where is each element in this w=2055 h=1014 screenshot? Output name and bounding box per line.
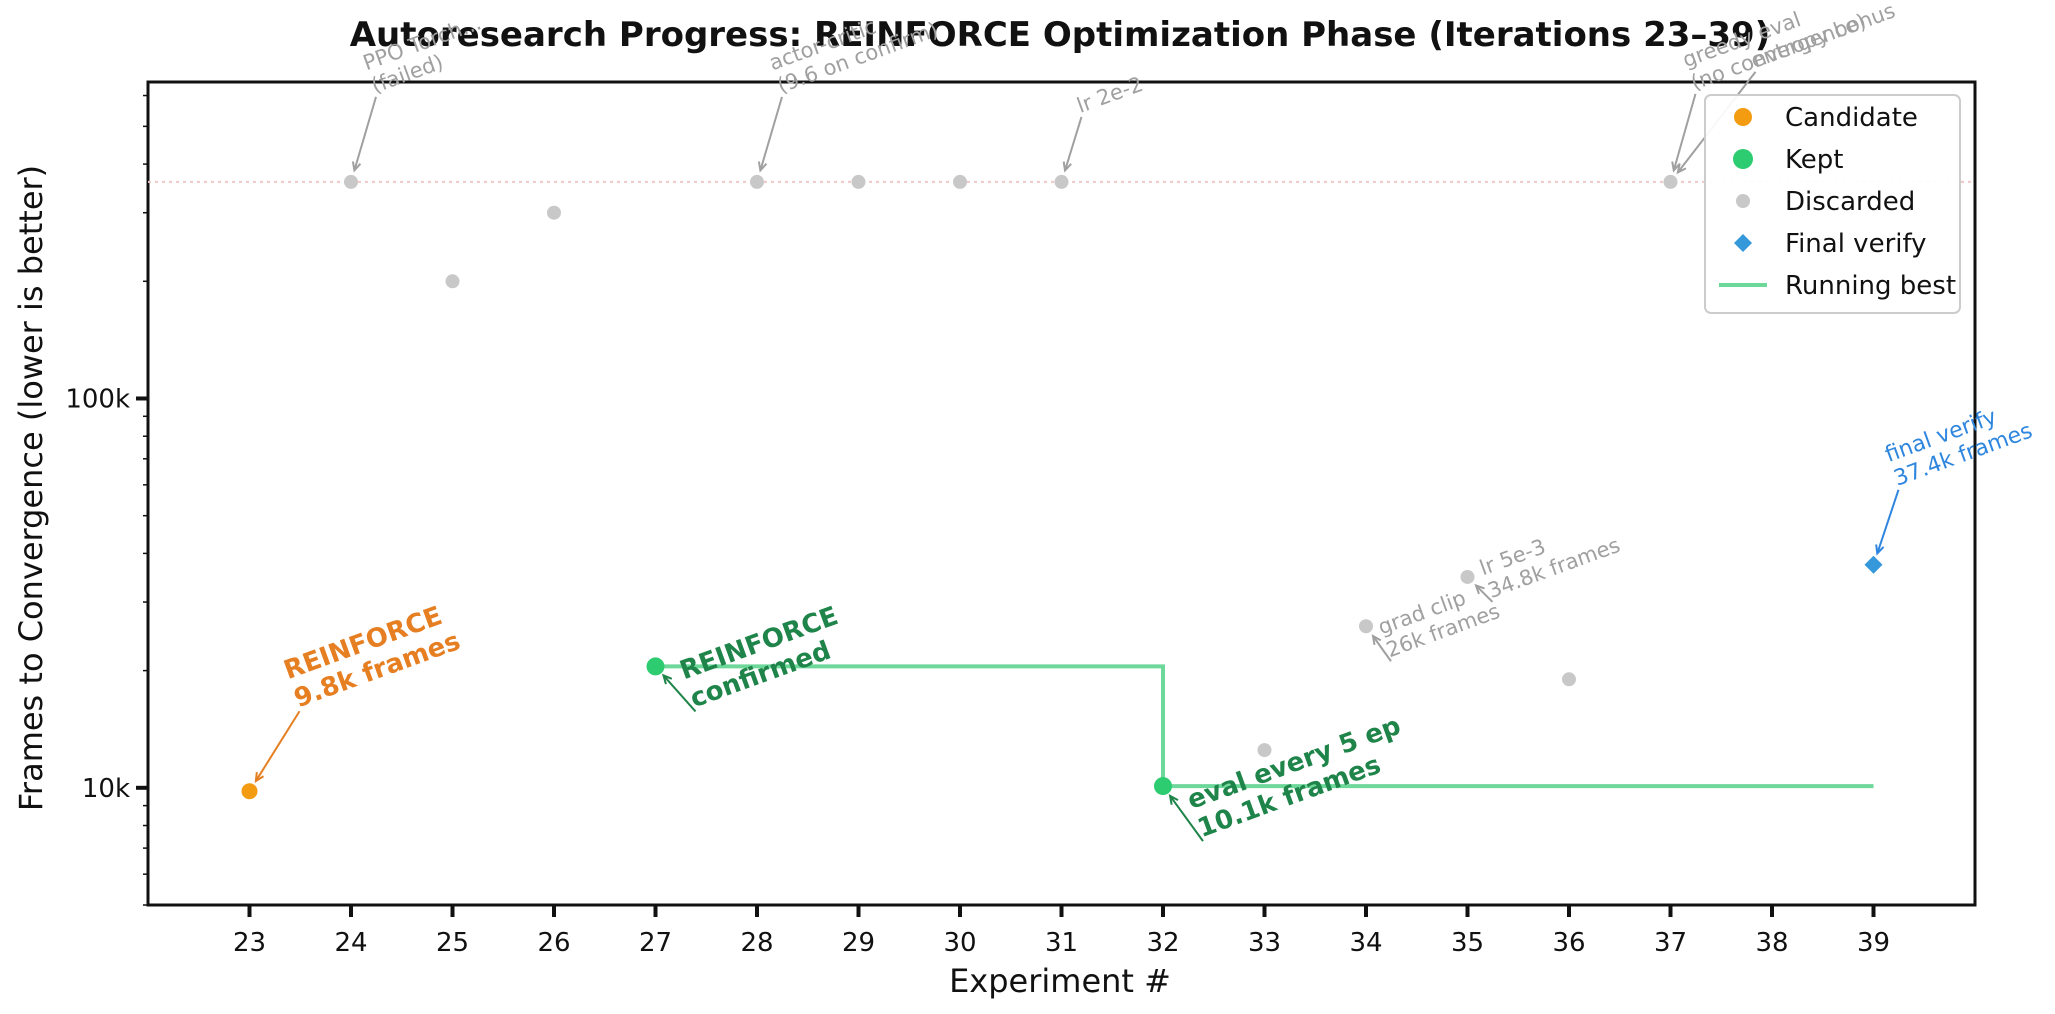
final-verify-point bbox=[1864, 555, 1883, 574]
legend-item: Candidate bbox=[1734, 103, 1918, 133]
x-tick-label: 38 bbox=[1755, 928, 1788, 958]
discarded-point bbox=[1054, 174, 1069, 189]
x-tick-label: 25 bbox=[436, 928, 469, 958]
x-tick-label: 35 bbox=[1451, 928, 1484, 958]
legend-item: Discarded bbox=[1736, 187, 1915, 217]
legend-label: Kept bbox=[1785, 145, 1843, 175]
annotation-arrowhead bbox=[661, 673, 673, 685]
discarded-point bbox=[1257, 743, 1272, 758]
annotation-arrow bbox=[1876, 489, 1900, 554]
annotation-text: lr 2e-2 bbox=[1074, 72, 1146, 118]
annotation-arrowhead bbox=[1371, 634, 1382, 646]
discarded-point bbox=[1359, 619, 1373, 634]
discarded-point bbox=[750, 174, 764, 189]
annotation-arrowhead bbox=[1875, 544, 1885, 556]
annotation-arrowhead bbox=[1676, 163, 1687, 175]
discarded-point bbox=[851, 174, 866, 189]
legend-item: Running best bbox=[1719, 271, 1956, 301]
x-tick-label: 34 bbox=[1349, 928, 1382, 958]
x-axis-label: Experiment # bbox=[949, 962, 1171, 1000]
x-tick-label: 37 bbox=[1654, 928, 1687, 958]
discarded-point bbox=[445, 274, 460, 289]
annotation-arrow bbox=[1372, 635, 1392, 662]
x-tick-label: 26 bbox=[537, 928, 570, 958]
legend-swatch bbox=[1733, 149, 1753, 169]
candidate-point bbox=[241, 783, 258, 800]
legend-label: Discarded bbox=[1785, 187, 1915, 217]
x-tick-label: 23 bbox=[233, 928, 266, 958]
annotation-arrowhead bbox=[757, 161, 768, 173]
annotation-arrow bbox=[662, 674, 697, 713]
legend-swatch bbox=[1734, 234, 1752, 252]
annotation-arrow bbox=[1672, 93, 1697, 171]
annotation-arrowhead bbox=[1671, 161, 1681, 173]
x-tick-label: 28 bbox=[740, 928, 773, 958]
annotation-arrow bbox=[1064, 116, 1083, 171]
annotation-text-block: lr 2e-2 bbox=[1074, 72, 1146, 118]
annotation-arrow bbox=[255, 710, 301, 782]
legend-item: Final verify bbox=[1734, 229, 1927, 259]
x-tick-label: 27 bbox=[639, 928, 672, 958]
annotation-arrowhead bbox=[1474, 583, 1485, 595]
discarded-point bbox=[1562, 672, 1576, 687]
y-tick-label: 100k bbox=[65, 384, 130, 414]
annotation-text-block: lr 5e-334.8k frames bbox=[1476, 533, 1623, 603]
discarded-point bbox=[344, 174, 358, 189]
x-tick-label: 24 bbox=[334, 928, 367, 958]
running-best-line bbox=[655, 664, 1874, 789]
legend-label: Running best bbox=[1785, 271, 1956, 301]
chart-title: Autoresearch Progress: REINFORCE Optimiz… bbox=[350, 15, 1771, 55]
legend: Candidate Kept Discarded Final verify Runnin… bbox=[1704, 94, 1961, 314]
legend-box bbox=[1704, 94, 1961, 314]
x-tick-label: 33 bbox=[1248, 928, 1281, 958]
discarded-point bbox=[1460, 569, 1475, 584]
discarded-point bbox=[547, 205, 561, 220]
annotation-arrowhead bbox=[254, 771, 265, 783]
plot-frame bbox=[146, 80, 1977, 907]
x-tick-label: 30 bbox=[943, 928, 976, 958]
annotation: lr 2e-2 bbox=[1062, 72, 1146, 173]
y-axis-label: Frames to Convergence (lower is better) bbox=[12, 165, 50, 811]
annotation-arrowhead bbox=[1168, 793, 1179, 805]
annotation-arrow bbox=[1475, 584, 1494, 603]
discarded-point bbox=[1663, 174, 1678, 189]
x-tick-label: 36 bbox=[1552, 928, 1585, 958]
x-tick-label: 39 bbox=[1857, 928, 1890, 958]
annotation: lr 5e-334.8k frames bbox=[1474, 533, 1623, 603]
x-tick-label: 29 bbox=[842, 928, 875, 958]
annotation-arrowhead bbox=[1062, 161, 1072, 173]
plot-area: 23 24 25 26 27 28 29 30 31 32 33 34 35 36 37 38 39 10k 100… bbox=[65, 0, 2036, 958]
legend-label: Final verify bbox=[1785, 229, 1927, 259]
kept-point bbox=[646, 657, 665, 676]
kept-point bbox=[1154, 777, 1172, 796]
legend-label: Candidate bbox=[1785, 103, 1918, 133]
annotation-arrow bbox=[759, 96, 783, 171]
annotation-arrow bbox=[353, 96, 377, 171]
annotation-arrow bbox=[1169, 795, 1204, 842]
legend-swatch bbox=[1736, 194, 1750, 208]
y-tick-label: 10k bbox=[82, 774, 130, 804]
legend-item: Kept bbox=[1733, 145, 1843, 175]
x-tick-label: 31 bbox=[1045, 928, 1078, 958]
discarded-point bbox=[953, 174, 967, 189]
x-tick-label: 32 bbox=[1146, 928, 1179, 958]
annotation-arrowhead bbox=[351, 161, 362, 173]
legend-swatch bbox=[1734, 108, 1752, 126]
